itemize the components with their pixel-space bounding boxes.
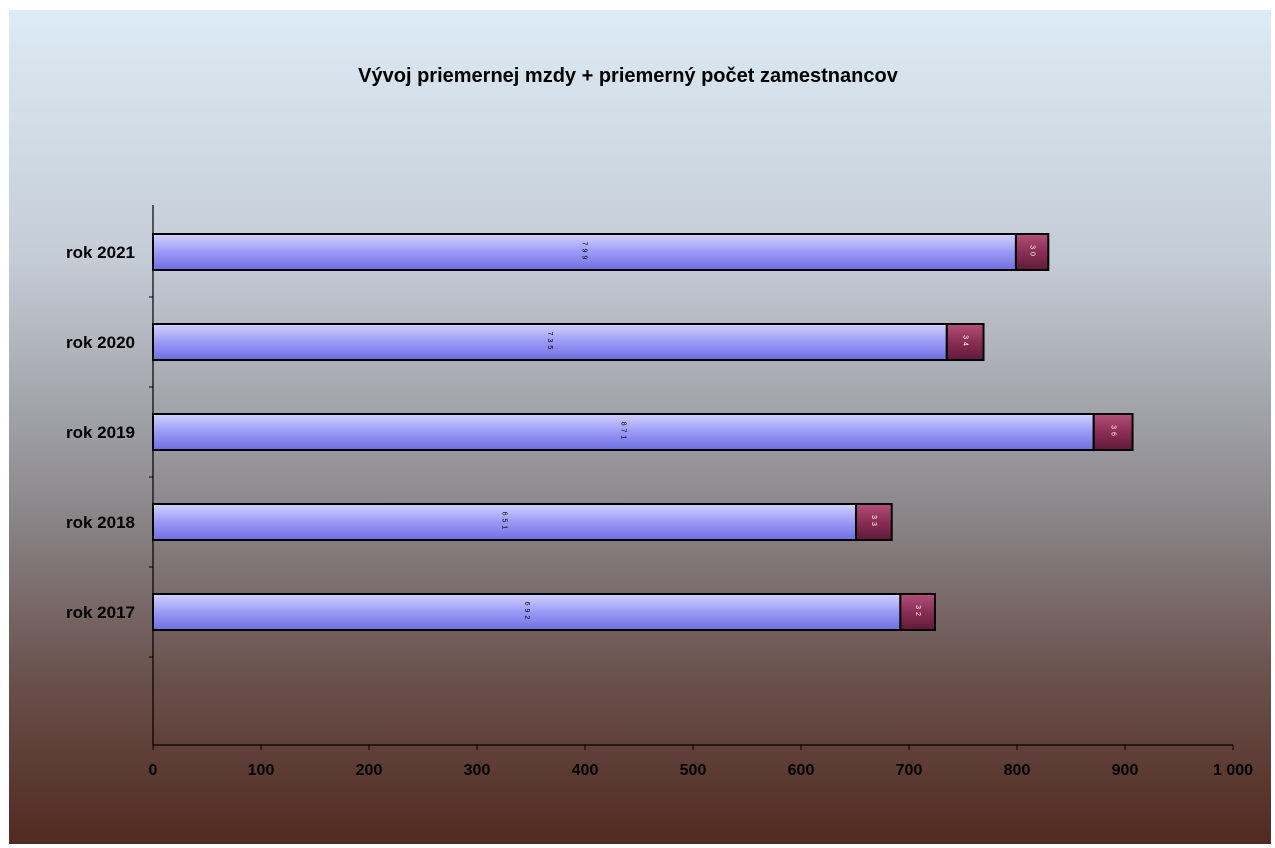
x-tick-label: 300	[464, 762, 491, 779]
bar-segment-maroon	[899, 593, 936, 631]
bar-segment-maroon	[855, 503, 893, 541]
bar-segment-maroon	[1014, 233, 1050, 271]
data-label: 692	[523, 602, 530, 623]
category-label: rok 2021	[66, 243, 135, 262]
x-tick-label: 100	[248, 762, 275, 779]
x-tick-label: 500	[680, 762, 707, 779]
data-label: 871	[619, 422, 626, 443]
data-label: 36	[1109, 425, 1116, 439]
data-label: 651	[501, 512, 508, 533]
bars: 692 32 651 33 871 36 735 34 799 30	[152, 233, 1134, 631]
data-label: 799	[581, 242, 588, 263]
category-label: rok 2020	[66, 333, 135, 352]
bar-segment-blue	[152, 233, 1017, 271]
category-label: rok 2019	[66, 423, 135, 442]
data-label: 33	[870, 515, 877, 529]
bar-segment-blue	[152, 503, 858, 541]
data-label: 32	[914, 605, 921, 619]
category-label: rok 2017	[66, 603, 135, 622]
x-tick-label: 900	[1112, 762, 1139, 779]
bar-segment-maroon	[1092, 413, 1134, 451]
category-labels: rok 2017 rok 2018 rok 2019 rok 2020 rok 2021	[66, 243, 135, 622]
bar-segment-blue	[152, 413, 1095, 451]
data-label: 34	[961, 335, 968, 349]
x-tick-label: 600	[788, 762, 815, 779]
data-label: 30	[1028, 245, 1035, 259]
x-tick-label: 0	[149, 762, 158, 779]
x-tick-labels: 0 100 200 300 400 500 600 700 800 900 1 000	[149, 762, 1254, 779]
data-label: 735	[546, 332, 553, 353]
x-tick-label: 200	[356, 762, 383, 779]
x-tick-label: 800	[1004, 762, 1031, 779]
x-tick-label: 400	[572, 762, 599, 779]
chart-title: Vývoj priemernej mzdy + priemerný počet …	[358, 65, 899, 87]
x-tick-label: 1 000	[1213, 762, 1253, 779]
x-tick-label: 700	[896, 762, 923, 779]
axes	[149, 205, 1234, 750]
category-label: rok 2018	[66, 513, 135, 532]
bar-segment-maroon	[945, 323, 985, 361]
